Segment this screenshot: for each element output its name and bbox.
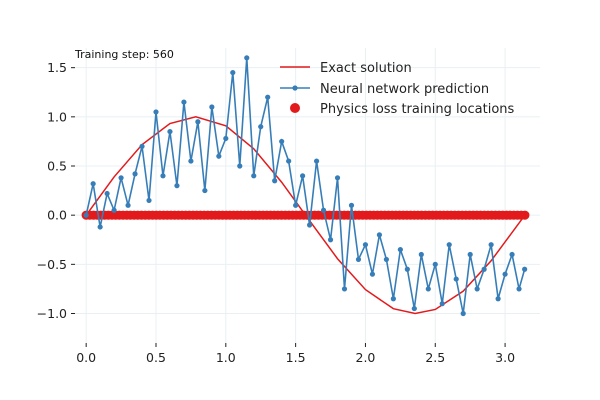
- x-tick-label: 2.5: [425, 350, 445, 365]
- nn-point: [286, 158, 292, 164]
- nn-point: [146, 197, 152, 204]
- nn-point: [279, 138, 285, 145]
- y-tick-label: 1.5: [47, 60, 67, 75]
- nn-point: [439, 301, 445, 307]
- x-axis-ticks: 0.0 0.5 1.0 1.5 2.0 2.5 3.0: [76, 343, 515, 365]
- legend-physics-label: Physics loss training locations: [320, 102, 515, 117]
- nn-point: [223, 135, 229, 142]
- nn-point: [467, 251, 473, 258]
- nn-point: [495, 296, 501, 302]
- nn-point: [313, 158, 320, 164]
- nn-point: [390, 296, 396, 302]
- legend-nn-label: Neural network prediction: [320, 82, 489, 97]
- nn-point: [453, 276, 459, 282]
- nn-point: [418, 251, 424, 258]
- nn-point: [90, 181, 96, 187]
- y-tick-label: −0.5: [37, 257, 67, 272]
- x-tick-label: 3.0: [495, 350, 515, 365]
- nn-point: [362, 242, 369, 248]
- legend-nn-marker: [292, 85, 298, 91]
- nn-point: [153, 109, 159, 115]
- nn-point: [300, 173, 306, 179]
- x-tick-label: 1.5: [286, 350, 306, 365]
- nn-point: [404, 266, 410, 272]
- nn-point: [174, 183, 180, 189]
- nn-point: [306, 222, 313, 228]
- nn-point: [237, 163, 243, 169]
- nn-point: [111, 207, 117, 213]
- neural-network-series: [83, 55, 528, 317]
- y-tick-label: 0.5: [47, 159, 67, 174]
- neural-network-line: [85, 57, 526, 314]
- nn-point: [216, 153, 222, 159]
- nn-point: [230, 69, 236, 76]
- nn-point: [334, 175, 341, 181]
- nn-point: [383, 256, 389, 263]
- x-tick-label: 2.0: [356, 350, 376, 365]
- nn-point: [265, 94, 271, 100]
- nn-point: [209, 104, 215, 110]
- legend-exact-label: Exact solution: [320, 61, 412, 76]
- legend: Exact solution Neural network prediction…: [280, 61, 515, 117]
- nn-point: [341, 286, 348, 292]
- nn-point: [118, 175, 124, 181]
- training-step-annotation: Training step: 560: [74, 48, 174, 61]
- y-tick-label: 0.0: [47, 208, 67, 223]
- nn-point: [411, 305, 417, 312]
- y-tick-label: −1.0: [37, 306, 67, 321]
- nn-point: [460, 310, 466, 317]
- nn-point: [195, 119, 201, 125]
- nn-point: [522, 266, 528, 272]
- nn-point: [202, 187, 208, 194]
- nn-point: [474, 286, 480, 292]
- x-tick-label: 0.0: [76, 350, 96, 365]
- nn-point: [97, 224, 103, 230]
- nn-point: [132, 171, 138, 177]
- physics-point: [520, 210, 530, 220]
- nn-point: [125, 202, 131, 208]
- x-tick-label: 0.5: [146, 350, 166, 365]
- y-axis-ticks: −1.0 −0.5 0.0 0.5 1.0 1.5: [37, 60, 75, 321]
- nn-point: [188, 158, 194, 164]
- nn-point: [502, 271, 508, 277]
- nn-point: [167, 128, 173, 135]
- nn-point: [481, 266, 487, 272]
- nn-point: [425, 286, 431, 292]
- nn-point: [397, 246, 403, 253]
- nn-point: [272, 178, 278, 184]
- legend-physics-marker: [290, 103, 300, 113]
- physics-loss-points: [81, 210, 530, 220]
- y-tick-label: 1.0: [47, 109, 67, 124]
- nn-point: [104, 190, 110, 197]
- nn-point: [432, 261, 438, 267]
- nn-point: [258, 124, 264, 130]
- nn-point: [293, 202, 299, 208]
- nn-point: [327, 237, 334, 243]
- nn-point: [509, 251, 515, 258]
- nn-point: [83, 212, 89, 218]
- nn-point: [320, 207, 327, 213]
- nn-point: [244, 55, 250, 61]
- nn-point: [446, 242, 452, 248]
- nn-point: [376, 232, 383, 238]
- nn-point: [251, 173, 257, 179]
- nn-point: [516, 286, 522, 292]
- nn-point: [488, 242, 494, 248]
- nn-point: [355, 256, 362, 263]
- x-tick-label: 1.0: [216, 350, 236, 365]
- nn-point: [160, 173, 166, 179]
- nn-point: [139, 143, 145, 149]
- nn-point: [369, 271, 376, 277]
- nn-point: [348, 202, 355, 208]
- nn-point: [181, 99, 187, 105]
